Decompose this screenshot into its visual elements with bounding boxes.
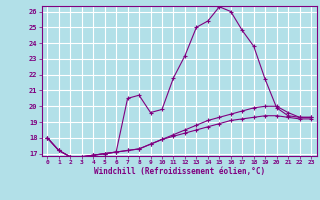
- X-axis label: Windchill (Refroidissement éolien,°C): Windchill (Refroidissement éolien,°C): [94, 167, 265, 176]
